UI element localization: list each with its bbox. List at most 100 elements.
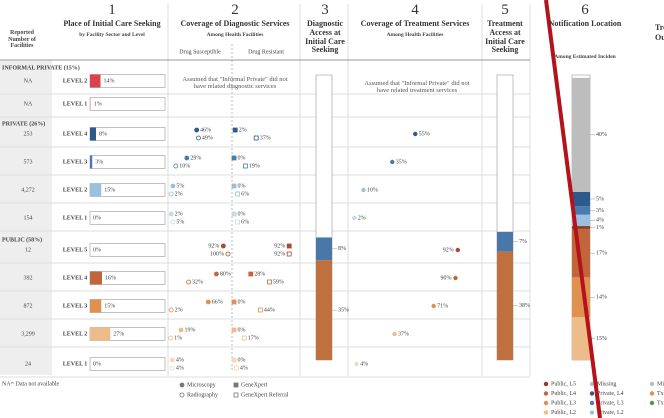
care-box bbox=[89, 74, 166, 88]
care-label: 0% bbox=[93, 247, 101, 253]
legend-marker bbox=[543, 381, 549, 387]
notification-segment bbox=[572, 191, 590, 207]
microscopy-dot bbox=[169, 357, 175, 363]
dr-label: 0% bbox=[238, 357, 246, 363]
dr-label: 19% bbox=[249, 163, 260, 169]
care-bar bbox=[90, 97, 91, 111]
care-box bbox=[89, 357, 166, 371]
notification-segment bbox=[572, 206, 590, 215]
treatment-dot bbox=[455, 247, 460, 253]
column-subtitle: Among Health Facilities bbox=[386, 32, 444, 38]
column-subtitle: Out bbox=[655, 33, 664, 42]
dr-header: Drug Resistant bbox=[248, 49, 284, 55]
column-title: Trea bbox=[655, 23, 664, 32]
notification-label: 15% bbox=[596, 336, 607, 342]
genexpert-mark bbox=[231, 357, 237, 363]
genexpert-referral-mark bbox=[266, 279, 272, 285]
section-label: PUBLIC (58%) bbox=[2, 236, 42, 243]
legend-label: Radiography bbox=[187, 392, 218, 398]
dr-label: 92% bbox=[274, 251, 285, 257]
facility-count: NA bbox=[24, 101, 33, 107]
facility-count: 3,299 bbox=[21, 331, 35, 337]
column-number: 4 bbox=[411, 2, 419, 18]
legend-label: GeneXpert Referral bbox=[241, 391, 289, 398]
dr-label: 0% bbox=[238, 299, 246, 305]
treatment-access-label: 38% bbox=[519, 303, 530, 309]
level-label: LEVEL 1 bbox=[63, 101, 88, 107]
facility-count: NA bbox=[24, 78, 33, 84]
notification-label: 17% bbox=[596, 251, 607, 257]
genexpert-mark bbox=[231, 155, 237, 161]
dr-label: 0% bbox=[238, 183, 246, 189]
legend-marker bbox=[543, 410, 549, 415]
legend-label: Private, L4 bbox=[597, 391, 624, 397]
genexpert-mark bbox=[231, 183, 237, 189]
facility-count: 872 bbox=[24, 303, 33, 309]
legend-label: Private, L3 bbox=[597, 400, 624, 406]
ds-label: 5% bbox=[176, 219, 184, 225]
level-label: LEVEL 3 bbox=[63, 303, 88, 309]
ds-label: 4% bbox=[176, 357, 184, 363]
dr-label: 44% bbox=[264, 307, 275, 313]
radiography-dot bbox=[186, 279, 191, 285]
notification-segment bbox=[572, 317, 590, 360]
radiography-dot bbox=[170, 219, 176, 225]
ds-label: 100% bbox=[210, 251, 224, 257]
care-label: 15% bbox=[104, 187, 115, 193]
notification-label: 5% bbox=[596, 196, 604, 202]
footnote: NA= Data not available bbox=[2, 381, 60, 387]
legend-label: Public, L4 bbox=[551, 391, 576, 397]
diagnostic-note: Assumed that "Informal Private" did not … bbox=[182, 76, 288, 91]
column-subtitle: Among Health Facilities bbox=[206, 32, 264, 38]
treatment-note: Assumed that "Informal Private" did not … bbox=[364, 80, 470, 95]
care-label: 8% bbox=[99, 131, 107, 137]
legend-label: Public, L2 bbox=[551, 410, 576, 416]
care-label: 3% bbox=[95, 159, 103, 165]
level-label: LEVEL 3 bbox=[63, 159, 88, 165]
treatment-dot bbox=[413, 131, 418, 137]
column-number: 6 bbox=[581, 2, 589, 18]
dr-label: 37% bbox=[260, 135, 271, 141]
ds-header: Drug Susceptible bbox=[179, 49, 221, 55]
genexpert-referral-mark bbox=[235, 191, 241, 197]
ds-label: 49% bbox=[202, 135, 213, 141]
ds-label: 29% bbox=[190, 155, 201, 161]
column-title: Diagnostic Access at Initial Care Seekin… bbox=[305, 19, 345, 55]
care-bar bbox=[90, 271, 102, 285]
ds-label: 1% bbox=[174, 335, 182, 341]
legend-label: GeneXpert bbox=[241, 382, 268, 388]
genexpert-referral-mark bbox=[233, 365, 239, 371]
microscopy-dot bbox=[220, 243, 226, 249]
care-box bbox=[89, 211, 166, 225]
ds-label: 19% bbox=[185, 327, 196, 333]
ds-label: 2% bbox=[175, 307, 183, 313]
column-title: Place of Initial Care Seeking bbox=[63, 19, 161, 28]
notification-label: 14% bbox=[596, 295, 607, 301]
genexpert-mark bbox=[231, 299, 237, 305]
ds-label: 5% bbox=[176, 183, 184, 189]
genexpert-referral-mark bbox=[257, 307, 263, 313]
legend-marker bbox=[589, 400, 595, 406]
care-label: 27% bbox=[113, 331, 124, 337]
ds-label: 10% bbox=[179, 163, 190, 169]
column-title: Coverage of Treatment Services bbox=[360, 19, 470, 28]
column-title: Coverage of Diagnostic Services bbox=[180, 19, 290, 28]
genexpert-mark bbox=[232, 127, 238, 133]
dr-label: 59% bbox=[273, 279, 284, 285]
notification-label: 40% bbox=[596, 132, 607, 138]
notification-label: 3% bbox=[596, 208, 604, 214]
level-label: LEVEL 5 bbox=[63, 247, 88, 253]
radiography-dot bbox=[168, 307, 174, 313]
facilities-header: Reported Number of Facilities bbox=[8, 30, 36, 50]
diagnostic-access-label: 35% bbox=[338, 308, 349, 314]
notification-segment bbox=[572, 77, 590, 192]
treatment-access-segment bbox=[497, 251, 513, 360]
radiography-dot bbox=[168, 191, 174, 197]
level-label: LEVEL 4 bbox=[63, 131, 88, 137]
facility-column-bg bbox=[0, 60, 52, 375]
care-bar bbox=[90, 155, 93, 169]
treatment-label: 37% bbox=[398, 331, 409, 337]
column-number: 2 bbox=[231, 2, 239, 18]
radiography-dot bbox=[225, 251, 231, 257]
